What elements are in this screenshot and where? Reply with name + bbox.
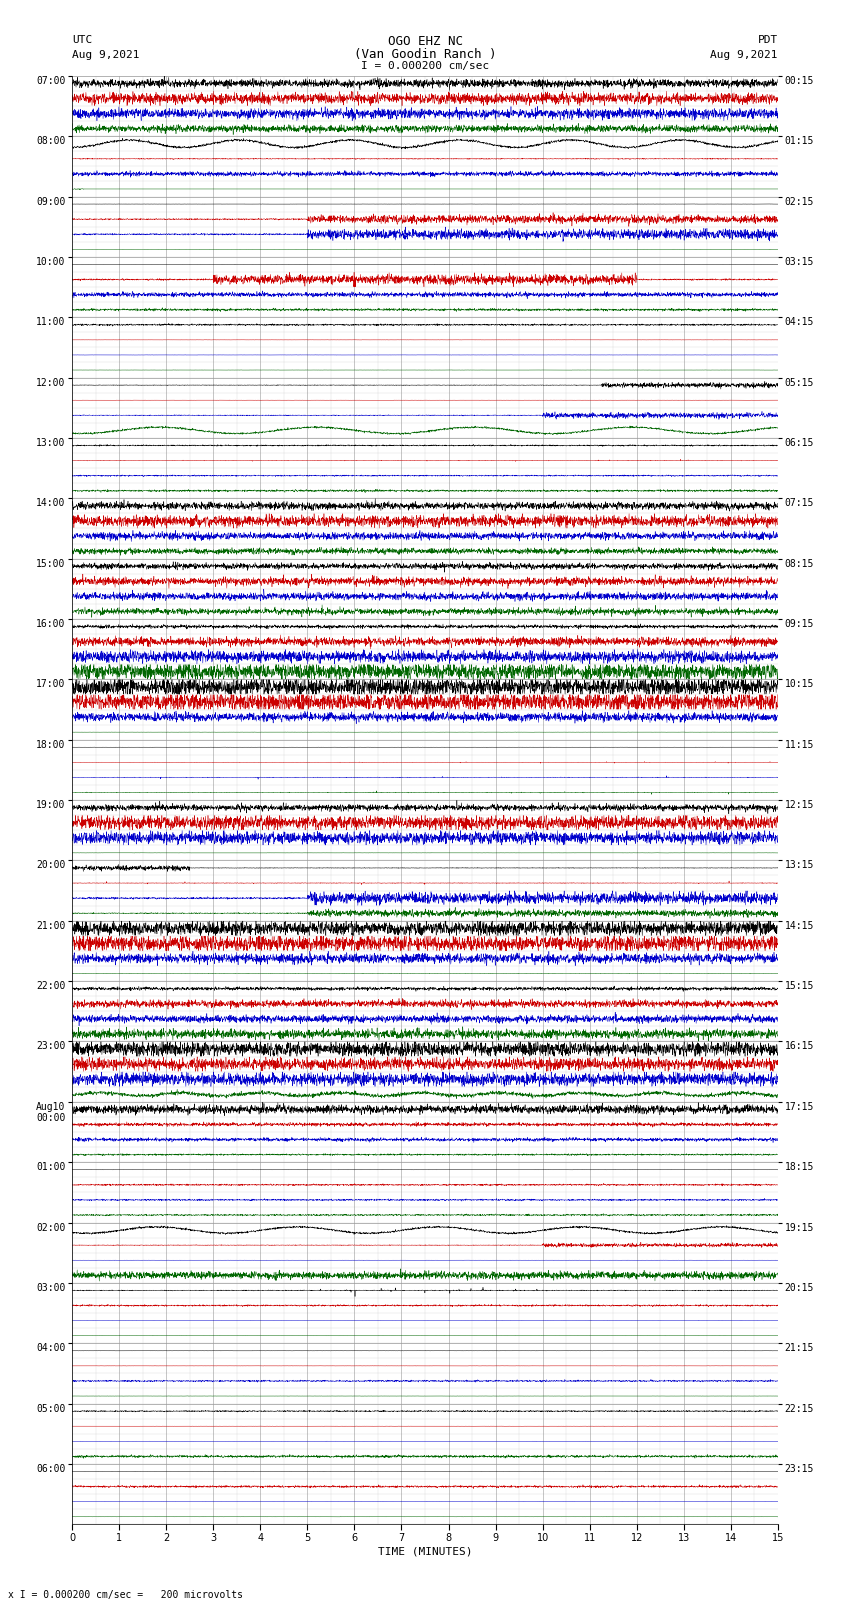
Text: OGO EHZ NC: OGO EHZ NC <box>388 35 462 48</box>
Text: x I = 0.000200 cm/sec =   200 microvolts: x I = 0.000200 cm/sec = 200 microvolts <box>8 1590 243 1600</box>
Text: Aug 9,2021: Aug 9,2021 <box>711 50 778 60</box>
Text: I = 0.000200 cm/sec: I = 0.000200 cm/sec <box>361 61 489 71</box>
Text: (Van Goodin Ranch ): (Van Goodin Ranch ) <box>354 48 496 61</box>
X-axis label: TIME (MINUTES): TIME (MINUTES) <box>377 1547 473 1557</box>
Text: UTC: UTC <box>72 35 93 45</box>
Text: Aug 9,2021: Aug 9,2021 <box>72 50 139 60</box>
Text: PDT: PDT <box>757 35 778 45</box>
